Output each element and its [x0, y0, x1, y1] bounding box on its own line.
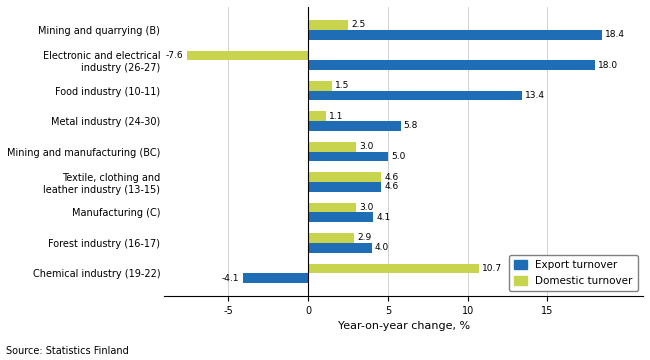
Bar	[308, 111, 326, 121]
Text: 13.4: 13.4	[525, 91, 545, 100]
Text: 4.6: 4.6	[385, 183, 399, 192]
Bar	[242, 273, 308, 283]
Text: Source: Statistics Finland: Source: Statistics Finland	[6, 346, 129, 356]
X-axis label: Year-on-year change, %: Year-on-year change, %	[338, 321, 470, 332]
Text: 1.5: 1.5	[335, 81, 350, 90]
Bar	[308, 233, 354, 243]
Text: 2.5: 2.5	[351, 21, 365, 30]
Bar	[308, 243, 372, 253]
Bar	[308, 152, 388, 161]
Text: 1.1: 1.1	[329, 112, 343, 121]
Text: 10.7: 10.7	[482, 264, 502, 273]
Bar	[308, 203, 356, 212]
Text: 4.0: 4.0	[375, 243, 389, 252]
Legend: Export turnover, Domestic turnover: Export turnover, Domestic turnover	[509, 255, 638, 291]
Bar	[308, 60, 595, 70]
Bar	[308, 264, 479, 273]
Text: 5.0: 5.0	[391, 152, 406, 161]
Text: 3.0: 3.0	[359, 203, 374, 212]
Text: -4.1: -4.1	[222, 274, 239, 283]
Text: 18.0: 18.0	[599, 60, 619, 69]
Bar	[308, 182, 382, 192]
Bar	[308, 172, 382, 182]
Bar	[187, 50, 308, 60]
Text: 4.1: 4.1	[376, 213, 391, 222]
Text: 5.8: 5.8	[404, 121, 418, 130]
Text: 3.0: 3.0	[359, 142, 374, 151]
Bar	[308, 212, 374, 222]
Bar	[308, 20, 348, 30]
Text: 2.9: 2.9	[358, 234, 372, 243]
Text: 18.4: 18.4	[604, 30, 625, 39]
Bar	[308, 30, 602, 40]
Text: 4.6: 4.6	[385, 173, 399, 182]
Bar	[308, 121, 400, 131]
Bar	[308, 81, 332, 91]
Text: -7.6: -7.6	[166, 51, 184, 60]
Bar	[308, 91, 522, 100]
Bar	[308, 142, 356, 152]
